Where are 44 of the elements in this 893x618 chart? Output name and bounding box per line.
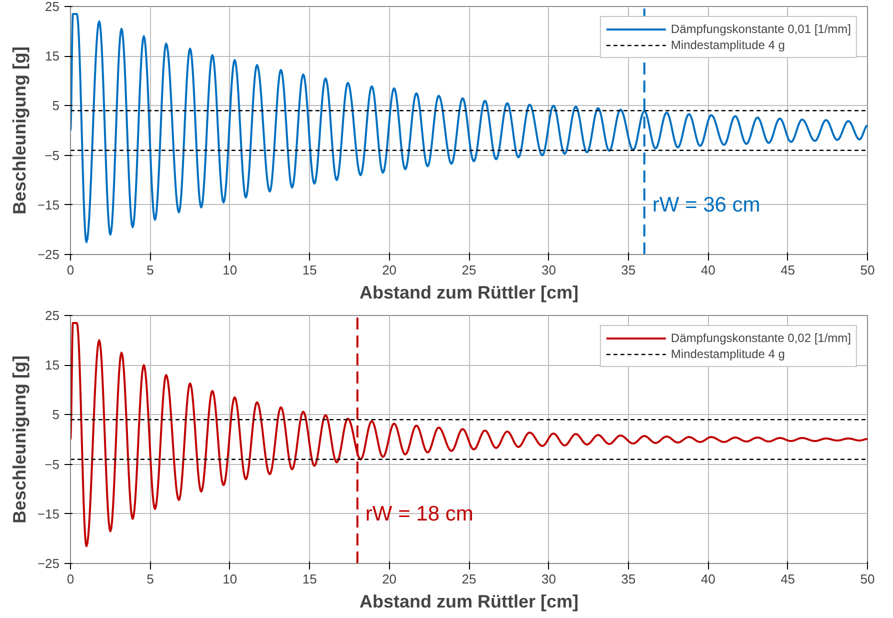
x-tick-label: 50 — [860, 572, 875, 586]
x-tick-label: 40 — [700, 572, 716, 586]
x-tick-label: 5 — [146, 262, 154, 278]
x-tick-label: 0 — [66, 262, 74, 278]
legend-label: Mindestamplitude 4 g — [670, 347, 785, 361]
x-tick-label: 10 — [222, 262, 238, 278]
x-tick-label: 35 — [621, 572, 636, 586]
x-axis-title: Abstand zum Rüttler [cm] — [359, 592, 579, 612]
x-tick-label: 35 — [621, 262, 636, 278]
x-tick-label: 20 — [382, 572, 397, 586]
x-tick-label: 45 — [780, 572, 796, 586]
y-axis-title: Beschleunigung [g] — [9, 355, 30, 524]
y-tick-label: 15 — [45, 48, 60, 64]
y-tick-label: −15 — [37, 197, 60, 212]
x-tick-label: 25 — [462, 572, 476, 586]
x-tick-label: 15 — [302, 262, 317, 278]
x-tick-label: 10 — [222, 572, 238, 586]
x-tick-label: 30 — [541, 262, 556, 278]
y-tick-label: −25 — [37, 247, 60, 262]
x-tick-label: 30 — [541, 572, 556, 586]
y-tick-label: 25 — [45, 308, 60, 323]
y-tick-label: 25 — [45, 0, 60, 14]
y-tick-label: −5 — [44, 148, 60, 163]
y-tick-label: 15 — [45, 358, 60, 373]
y-tick-label: 5 — [52, 98, 60, 114]
legend-label: Dämpfungskonstante 0,01 [1/mm] — [670, 22, 851, 36]
ref-line-label: rW = 36 cm — [652, 193, 760, 216]
y-tick-label: −5 — [44, 456, 60, 472]
x-tick-label: 50 — [860, 262, 875, 278]
x-tick-label: 5 — [146, 572, 154, 586]
y-tick-label: −25 — [37, 556, 60, 571]
x-tick-label: 45 — [780, 262, 796, 278]
x-tick-label: 15 — [302, 572, 317, 586]
ref-line-label: rW = 18 cm — [365, 502, 474, 526]
y-axis-title: Beschleunigung [g] — [9, 46, 30, 214]
y-tick-label: −15 — [37, 506, 60, 522]
x-tick-label: 0 — [66, 572, 74, 586]
legend-label: Mindestamplitude 4 g — [670, 38, 785, 52]
x-tick-label: 25 — [462, 262, 476, 278]
legend-label: Dämpfungskonstante 0,02 [1/mm] — [670, 331, 851, 345]
x-axis-title: Abstand zum Rüttler [cm] — [359, 282, 579, 302]
x-tick-label: 20 — [382, 262, 397, 278]
y-tick-label: 5 — [52, 407, 60, 422]
x-tick-label: 40 — [700, 262, 716, 278]
